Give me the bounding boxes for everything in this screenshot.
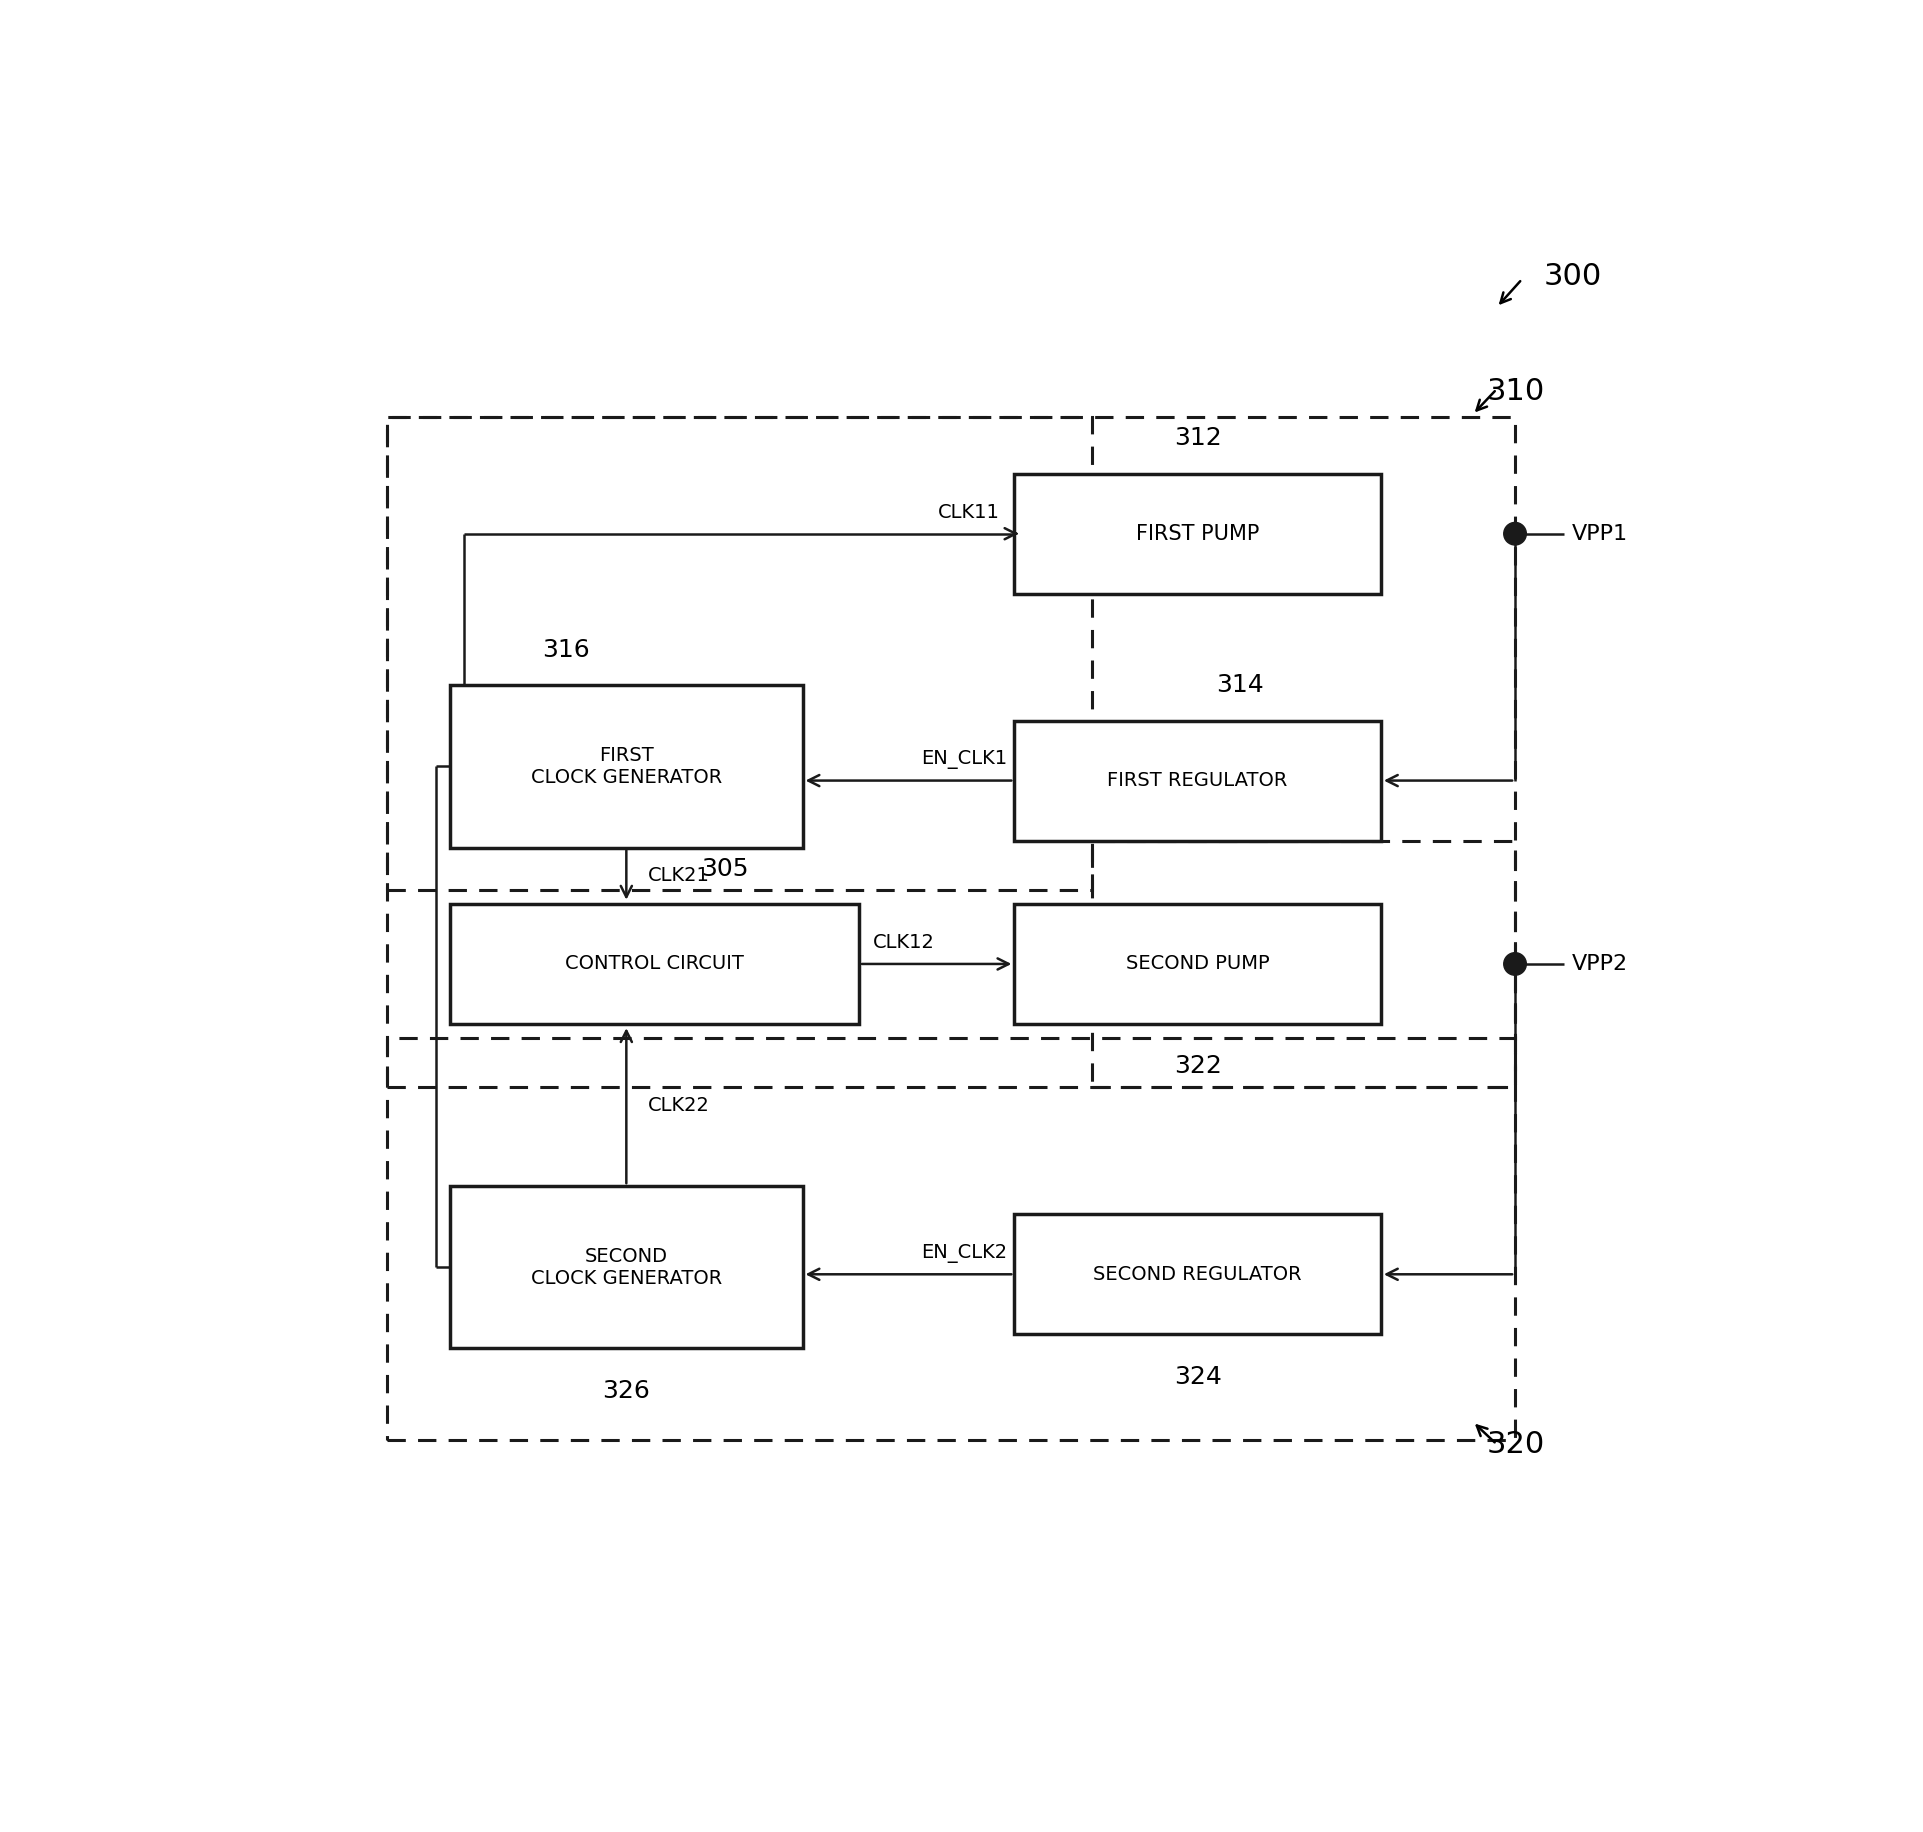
Text: 300: 300 [1542,262,1600,291]
Text: 326: 326 [602,1379,650,1403]
FancyBboxPatch shape [1013,903,1381,1024]
Text: 320: 320 [1486,1429,1544,1458]
Text: EN_CLK2: EN_CLK2 [921,1244,1006,1262]
Text: CONTROL CIRCUIT: CONTROL CIRCUIT [565,954,744,973]
Text: CLK11: CLK11 [938,504,1000,522]
FancyBboxPatch shape [1013,720,1381,841]
Text: 305: 305 [702,857,748,881]
Text: CLK22: CLK22 [648,1096,710,1114]
Text: FIRST PUMP: FIRST PUMP [1135,524,1260,544]
Text: 322: 322 [1173,1053,1221,1079]
Text: FIRST REGULATOR: FIRST REGULATOR [1108,771,1286,790]
Text: VPP2: VPP2 [1571,954,1627,975]
Text: SECOND REGULATOR: SECOND REGULATOR [1092,1264,1302,1284]
Text: 316: 316 [542,638,588,661]
Text: 310: 310 [1486,377,1544,407]
FancyBboxPatch shape [450,685,802,848]
Text: 324: 324 [1173,1365,1221,1389]
Text: SECOND
CLOCK GENERATOR: SECOND CLOCK GENERATOR [531,1248,721,1288]
Circle shape [1504,953,1525,975]
FancyBboxPatch shape [450,1185,802,1348]
Text: CLK21: CLK21 [648,867,710,885]
Text: VPP1: VPP1 [1571,524,1627,544]
Text: 314: 314 [1215,674,1263,698]
Circle shape [1504,522,1525,544]
FancyBboxPatch shape [1013,474,1381,594]
Text: EN_CLK1: EN_CLK1 [921,749,1006,769]
Text: CLK12: CLK12 [873,932,935,953]
FancyBboxPatch shape [1013,1215,1381,1334]
Text: FIRST
CLOCK GENERATOR: FIRST CLOCK GENERATOR [531,746,721,788]
FancyBboxPatch shape [450,903,860,1024]
Text: 312: 312 [1173,427,1221,451]
Text: SECOND PUMP: SECOND PUMP [1125,954,1269,973]
